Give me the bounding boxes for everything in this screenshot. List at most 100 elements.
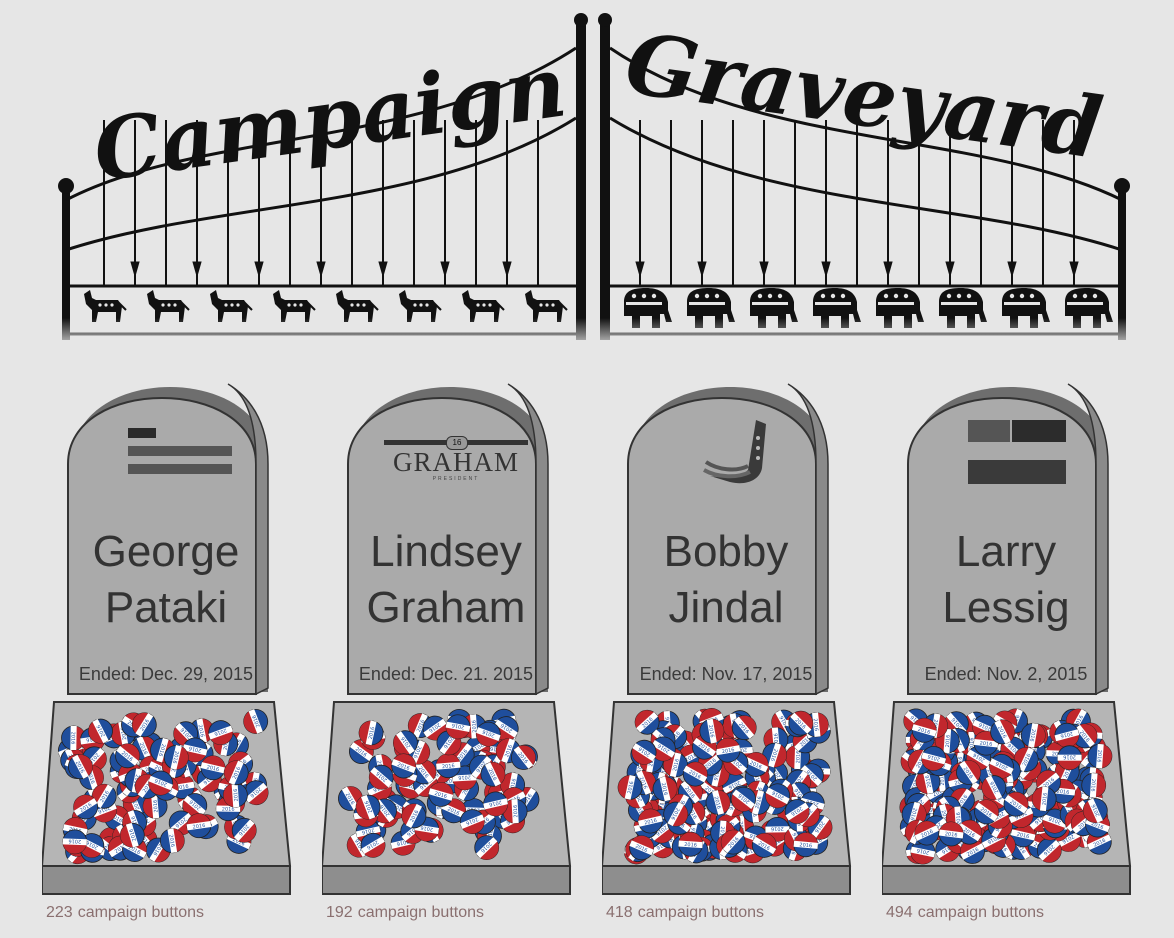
button-label: 2016 — [97, 804, 111, 814]
button-label: 2016 — [812, 718, 819, 731]
button-label: 2016 — [99, 790, 111, 804]
campaign-button-icon: 2016 — [148, 770, 174, 796]
button-label: 2016 — [751, 771, 761, 785]
button-label: 2016 — [513, 805, 520, 818]
button-label: 2016 — [966, 847, 980, 858]
pataki-logo — [128, 428, 232, 474]
button-label: 2016 — [773, 733, 780, 746]
campaign-button-icon: 2016 — [428, 782, 454, 807]
campaign-button-icon: 2016 — [720, 829, 746, 855]
campaign-button-icon: 2016 — [223, 760, 249, 786]
button-label: 2016 — [138, 742, 148, 756]
button-label: 2016 — [757, 840, 771, 852]
donkey-icon — [84, 290, 127, 322]
logo-text: GRAHAM — [392, 447, 519, 477]
candidate-name: Larry Lessig — [906, 524, 1106, 636]
button-label: 2016 — [1095, 749, 1102, 762]
button-label: 2016 — [132, 774, 140, 788]
campaign-button-icon: 2016 — [915, 769, 941, 795]
campaign-button-icon: 2016 — [131, 712, 157, 738]
first-name: George — [92, 527, 240, 576]
campaign-button-icon: 2016 — [502, 798, 528, 824]
button-label: 2016 — [917, 727, 931, 736]
button-label: 2016 — [634, 804, 646, 818]
button-label: 2016 — [707, 724, 715, 738]
campaign-button-icon: 2016 — [631, 739, 657, 765]
caption-label: campaign buttons — [77, 904, 205, 921]
button-label: 2016 — [806, 798, 820, 807]
grave-lessig[interactable]: Larry Lessig Ended: Nov. 2, 2015 2016 201… — [882, 372, 1138, 938]
button-label: 2016 — [939, 773, 946, 786]
button-label: 2016 — [188, 745, 202, 754]
campaign-button-icon: 2016 — [1031, 786, 1057, 812]
candidate-name: Bobby Jindal — [626, 524, 826, 636]
campaign-button-icon: 2016 — [765, 783, 791, 809]
button-label: 2016 — [927, 753, 941, 762]
grave-jindal[interactable]: Bobby Jindal Ended: Nov. 17, 2015 2016 20… — [602, 372, 858, 938]
donkey-icon — [525, 290, 568, 322]
button-label: 2016 — [1083, 795, 1097, 804]
logo-year: 16 — [446, 436, 468, 450]
button-label: 2016 — [409, 809, 420, 823]
campaign-button-icon: 2016 — [182, 793, 208, 818]
button-label: 2016 — [979, 741, 992, 748]
button-label: 2016 — [488, 799, 502, 808]
button-label: 2016 — [638, 776, 648, 790]
button-label: 2016 — [916, 847, 930, 856]
lessig-logo — [968, 420, 1066, 484]
button-label: 2016 — [969, 737, 975, 750]
campaign-button-icon: 2016 — [91, 783, 117, 809]
campaign-button-icon: 2016 — [743, 752, 769, 777]
campaign-button-icon: 2016 — [1003, 791, 1029, 817]
button-count: 418 — [606, 904, 633, 921]
donkey-icon — [399, 290, 442, 322]
button-label: 2016 — [1090, 821, 1104, 831]
campaign-button-icon: 2016 — [182, 737, 208, 763]
button-label: 2016 — [1063, 754, 1076, 760]
campaign-button-icon: 2016 — [1087, 743, 1113, 769]
campaign-button-icon: 2016 — [938, 821, 964, 847]
button-label: 2016 — [231, 837, 245, 848]
button-label: 2016 — [396, 838, 410, 847]
campaign-button-icon: 2016 — [956, 760, 981, 785]
campaign-button-icon: 2016 — [459, 809, 485, 835]
button-label: 2016 — [1028, 728, 1036, 742]
button-label: 2016 — [85, 839, 99, 850]
button-label: 2016 — [509, 778, 517, 792]
campaign-button-icon: 2016 — [510, 745, 536, 770]
button-label: 2016 — [932, 787, 946, 798]
campaign-button-icon: 2016 — [474, 835, 500, 861]
campaign-button-icon: 2016 — [483, 791, 509, 817]
grave-pataki[interactable]: George Pataki Ended: Dec. 29, 2015 2016 2… — [42, 372, 298, 938]
button-label: 2016 — [405, 781, 419, 790]
button-label: 2016 — [972, 751, 986, 763]
campaign-button-icon: 2016 — [705, 790, 731, 815]
campaign-button-icon: 2016 — [921, 745, 947, 771]
grave-graham[interactable]: 16 GRAHAM PRESIDENT Lindsey Graham Ended… — [322, 372, 578, 938]
button-label: 2016 — [718, 826, 725, 839]
campaign-button-icon: 2016 — [115, 743, 140, 769]
caption-label: campaign buttons — [917, 904, 1045, 921]
button-label: 2016 — [442, 763, 455, 770]
button-label: 2016 — [1074, 714, 1085, 728]
button-label: 2016 — [734, 746, 747, 753]
button-label: 2016 — [925, 775, 934, 789]
button-label: 2016 — [445, 778, 458, 785]
campaign-button-icon: 2016 — [784, 799, 810, 824]
button-label: 2016 — [129, 828, 138, 842]
donkey-icon — [273, 290, 316, 322]
button-label: 2016 — [712, 796, 721, 810]
campaign-button-icon: 2016 — [355, 794, 381, 820]
button-label: 2016 — [660, 782, 669, 796]
campaign-button-icon: 2016 — [634, 709, 660, 735]
button-label: 2016 — [482, 728, 496, 738]
button-label: 2016 — [944, 831, 957, 839]
button-label: 2016 — [157, 743, 166, 757]
campaign-button-icon: 2016 — [243, 708, 269, 734]
button-label: 2016 — [1022, 753, 1033, 767]
button-label: 2016 — [779, 714, 790, 728]
button-label: 2016 — [127, 845, 141, 856]
campaign-button-icon: 2016 — [629, 835, 654, 861]
button-label: 2016 — [79, 802, 93, 814]
